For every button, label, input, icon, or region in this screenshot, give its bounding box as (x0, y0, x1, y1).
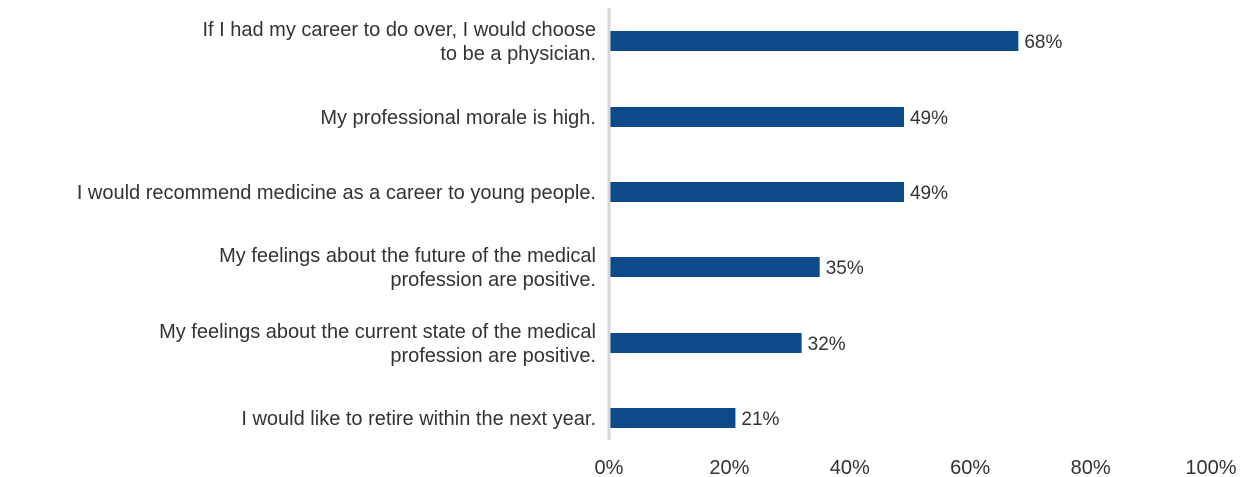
x-tick-label: 40% (830, 457, 870, 477)
category-label: I would like to retire within the next y… (241, 408, 596, 430)
bar-value-label: 49% (910, 183, 948, 204)
category-label: My professional morale is high. (320, 107, 596, 129)
category-label: I would recommend medicine as a career t… (77, 182, 596, 204)
bar (609, 333, 802, 353)
bar-value-label: 68% (1024, 32, 1062, 53)
x-tick-label: 0% (595, 457, 624, 477)
x-tick-label: 60% (950, 457, 990, 477)
value-labels-group: 68% 49% 49% 35% 32% 21% (741, 32, 1062, 430)
category-labels-group: If I had my career to do over, I would c… (77, 19, 596, 430)
bar-value-label: 49% (910, 108, 948, 129)
bars-group (609, 31, 1019, 428)
category-label-line: My feelings about the future of the medi… (219, 245, 596, 267)
category-label-line: profession are positive. (390, 345, 596, 367)
bar (609, 107, 904, 127)
bar (609, 182, 904, 202)
category-label-line: to be a physician. (440, 43, 596, 65)
category-label-line: I would recommend medicine as a career t… (77, 182, 596, 204)
category-label: My feelings about the current state of t… (159, 321, 596, 367)
category-label-line: If I had my career to do over, I would c… (202, 19, 596, 41)
bar (609, 31, 1019, 51)
bar-value-label: 35% (826, 258, 864, 279)
x-tick-label: 100% (1185, 457, 1236, 477)
x-tick-label: 20% (709, 457, 749, 477)
bar (609, 408, 736, 428)
category-label-line: My feelings about the current state of t… (159, 321, 596, 343)
x-tick-labels-group: 0% 20% 40% 60% 80% 100% (595, 457, 1237, 477)
category-label-line: profession are positive. (390, 269, 596, 291)
category-label: My feelings about the future of the medi… (219, 245, 596, 291)
category-label-line: My professional morale is high. (320, 107, 596, 129)
category-label-line: I would like to retire within the next y… (241, 408, 596, 430)
bar (609, 257, 820, 277)
bar-value-label: 32% (808, 334, 846, 355)
category-label: If I had my career to do over, I would c… (202, 19, 596, 65)
x-tick-label: 80% (1071, 457, 1111, 477)
bar-value-label: 21% (741, 409, 779, 430)
